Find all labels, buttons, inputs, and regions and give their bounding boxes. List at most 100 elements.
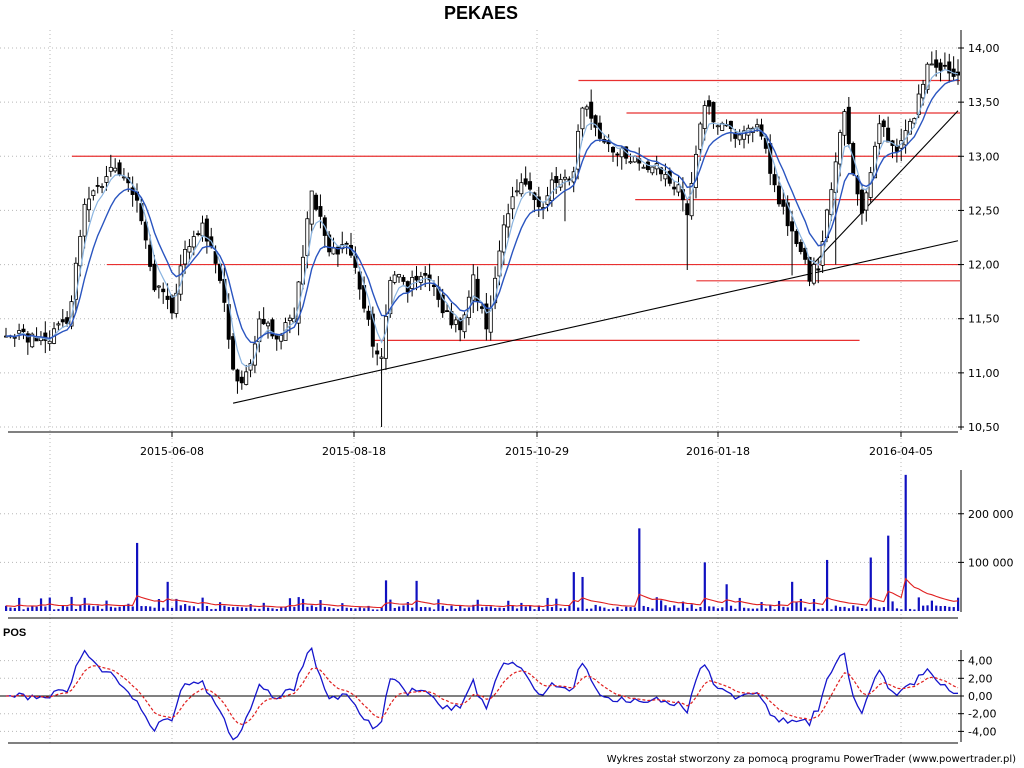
volume-bar	[865, 608, 868, 611]
volume-bar	[577, 607, 580, 611]
volume-bar	[786, 607, 789, 611]
candle-body	[728, 120, 733, 129]
price-moving-averages	[5, 68, 959, 368]
volume-bar	[101, 608, 104, 611]
volume-bar	[891, 601, 894, 611]
candle-body	[798, 241, 803, 252]
volume-bar	[319, 600, 322, 611]
candle-body	[562, 176, 567, 180]
volume-bar	[878, 607, 881, 611]
footer-credit: Wykres został stworzony za pomocą progra…	[607, 754, 1016, 765]
volume-bar	[332, 608, 335, 611]
volume-bar	[830, 609, 833, 611]
date-tick-label: 2015-08-18	[322, 445, 386, 458]
volume-tick-label: 200 000	[968, 508, 1014, 521]
volume-bar	[467, 607, 471, 611]
oscillator-y-axis: 4,00 2,00 0,00 -2,00 -4,00	[958, 655, 996, 738]
volume-bar	[673, 605, 676, 611]
candle-body	[327, 234, 332, 253]
candle-body	[781, 199, 786, 207]
volume-bar	[363, 608, 366, 611]
volume-bar	[371, 609, 375, 611]
candle-body	[100, 186, 105, 188]
volume-bar	[690, 604, 693, 611]
candle-body	[56, 323, 61, 326]
candle-body	[846, 106, 851, 145]
candle-body	[235, 369, 240, 382]
volume-bar	[432, 609, 436, 611]
volume-bar	[188, 605, 191, 611]
candle-body	[261, 318, 266, 325]
candle-body	[864, 192, 869, 211]
volume-bar	[607, 609, 610, 611]
volume-bar	[594, 604, 597, 611]
volume-bar	[118, 606, 121, 611]
candle-body	[838, 132, 843, 165]
volume-bar	[288, 598, 292, 611]
volume-bar	[481, 607, 484, 611]
volume-bar	[245, 607, 248, 611]
volume-bar	[415, 580, 418, 611]
candle-body	[462, 314, 467, 333]
candle-body	[650, 166, 655, 174]
candle-body	[427, 274, 432, 281]
candle-body	[934, 59, 939, 68]
candle-body	[584, 106, 589, 110]
volume-bar	[472, 604, 475, 611]
volume-bar	[664, 605, 667, 611]
candle-body	[104, 176, 109, 183]
candle-body	[431, 284, 436, 288]
volume-bar	[620, 609, 623, 611]
volume-bar	[612, 608, 615, 611]
candle-body	[200, 222, 205, 237]
volume-bar	[712, 606, 715, 611]
volume-bar	[249, 604, 252, 611]
price-y-axis: 10,50 11,00 11,50 12,00 12,50 13,00 13,50 14,00	[958, 42, 1000, 434]
volume-bar	[638, 528, 641, 611]
volume-bar	[699, 606, 702, 611]
volume-bar	[310, 605, 313, 611]
volume-bar	[913, 609, 916, 611]
volume-bar	[769, 605, 772, 611]
volume-y-axis: 100 000 200 000	[958, 508, 1014, 569]
price-candles	[4, 50, 961, 427]
volume-bar	[22, 609, 25, 611]
volume-bar	[568, 605, 571, 611]
candle-body	[244, 371, 249, 385]
date-tick-label: 2015-06-08	[140, 445, 204, 458]
volume-bar	[756, 608, 759, 611]
candle-body	[921, 83, 926, 99]
volume-bar	[860, 608, 864, 611]
volume-bar	[424, 607, 427, 611]
volume-bar	[821, 608, 824, 611]
candle-body	[183, 249, 188, 265]
volume-bar	[952, 607, 955, 611]
candle-body	[440, 294, 445, 314]
candle-body	[169, 295, 174, 314]
candle-body	[886, 127, 891, 143]
volume-bar	[485, 606, 488, 611]
volume-bar	[437, 599, 440, 611]
volume-bar	[825, 559, 829, 611]
volume-bar	[795, 602, 798, 611]
candle-body	[672, 186, 677, 190]
volume-bar	[686, 607, 689, 611]
volume-bar	[9, 607, 12, 611]
volume-bar	[345, 607, 348, 611]
candle-body	[239, 376, 244, 384]
volume-bar	[887, 535, 890, 611]
candle-body	[772, 174, 777, 186]
candle-body	[331, 247, 336, 255]
volume-bar	[917, 597, 920, 611]
volume-bar	[957, 597, 960, 611]
volume-bar	[489, 606, 492, 611]
candle-body	[659, 167, 664, 175]
candle-body	[785, 202, 790, 227]
volume-bar	[153, 607, 156, 611]
volume-bar	[590, 608, 593, 611]
volume-bar	[874, 607, 877, 611]
oscillator-tick-label: 0,00	[968, 690, 993, 703]
volume-bar	[734, 608, 737, 611]
candle-body	[877, 123, 882, 145]
candle-body	[685, 203, 690, 216]
